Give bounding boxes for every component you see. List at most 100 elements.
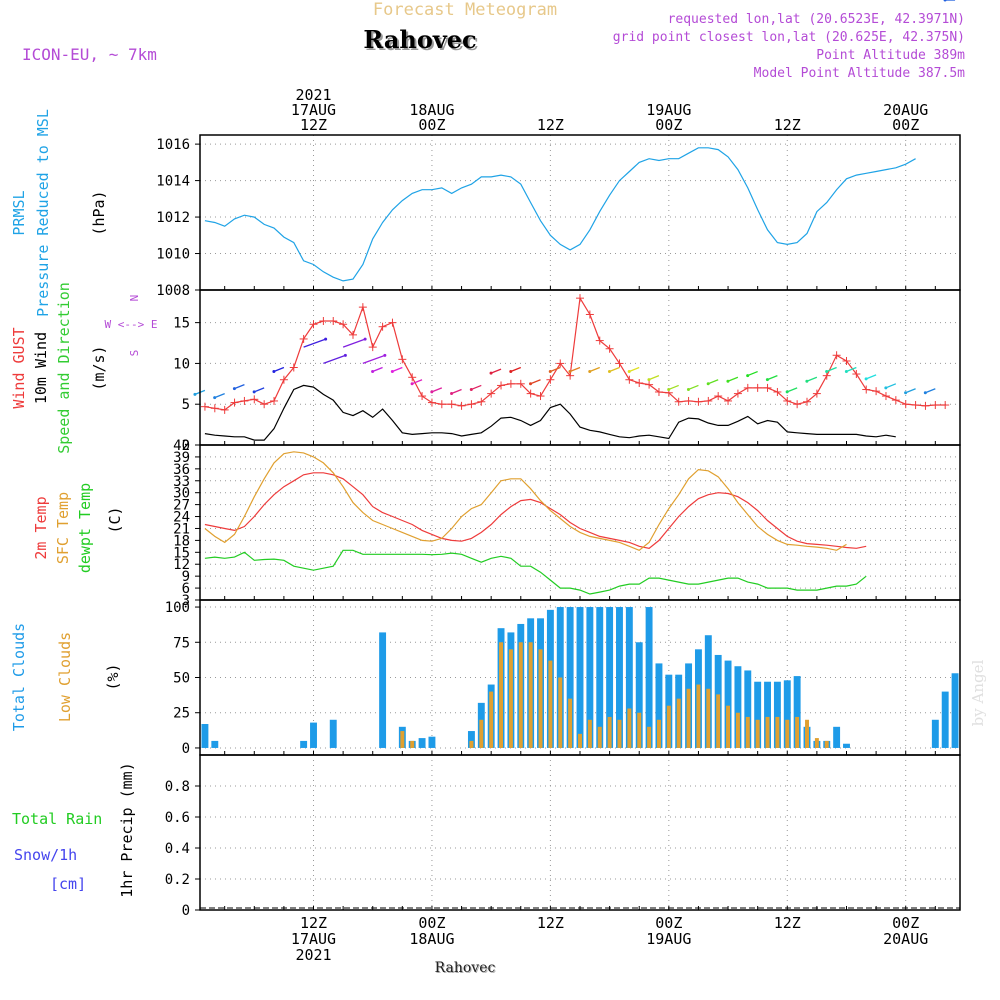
wind-arrow [706,379,719,386]
ytick-label: 12 [173,557,190,573]
wind-arrow [489,368,502,375]
pressure-label-unit: (hPa) [90,190,108,235]
pressure-label-desc: Pressure Reduced to MSL [34,109,52,317]
bar-total-cloud [428,736,436,748]
gust-marker [240,396,249,405]
temp-label-2m: 2m Temp [32,496,50,559]
gust-marker [694,397,703,406]
compass-n: N [128,295,141,302]
ytick-label: 30 [173,486,190,502]
point-altitude: Point Altitude 389m [816,48,965,63]
bar-low-cloud [647,726,652,748]
bar-total-cloud [645,607,653,748]
wind-arrow [303,337,328,348]
cloud-ylabels: Total Clouds Low Clouds (%) [10,623,122,731]
wind-arrow [548,366,561,373]
gust-marker [803,397,812,406]
gust-marker [595,336,604,345]
gust-marker [358,303,367,312]
gust-marker [230,398,239,407]
wind-arrow [362,353,387,365]
bar-total-cloud [201,724,209,748]
compass-s: S [128,350,141,357]
ytick-label: 3 [182,593,190,609]
bar-total-cloud [783,680,791,748]
bar-total-cloud [744,670,752,748]
gust-marker [210,404,219,413]
gust-marker [605,344,614,353]
bar-low-cloud [538,649,543,748]
panel-pressure: 1008 1010 1012 1014 1016 [156,134,961,299]
bar-total-cloud [616,607,623,748]
gust-marker [654,387,663,396]
bar-low-cloud [607,716,612,748]
bar-low-cloud [814,738,819,748]
gust-marker [832,351,841,360]
temp-label-unit: (C) [106,506,124,533]
gust-marker [319,317,328,325]
bar-low-cloud [726,705,731,748]
gust-marker [477,397,486,406]
bar-low-cloud [489,691,494,748]
panel-precip: 0 0.2 0.4 0.6 0.8 [165,754,961,919]
top-time-label: 19AUG [646,101,691,119]
wind-arrow [844,366,857,373]
bar-total-cloud [606,607,614,748]
top-time-label: 00Z [418,116,445,134]
wind-arrow [390,366,403,373]
ytick-label: 1014 [156,174,190,190]
bar-low-cloud [735,712,740,748]
ytick-label: 21 [173,521,190,537]
wind-arrow [323,353,347,365]
bar-low-cloud [578,733,582,748]
precip-label-cm: [cm] [50,875,86,893]
bar-low-cloud [805,719,809,748]
wind-arrow [232,384,245,391]
bottom-time-label: 2021 [295,946,331,964]
bottom-time-label: 17AUG [291,930,336,948]
wind-arrow [342,337,367,348]
bar-total-cloud [625,607,633,748]
gust-marker [625,375,634,384]
ytick-label: 15 [173,545,190,561]
ytick-label: 0 [182,438,190,454]
gust-marker [921,401,930,410]
precip-label-snow: Snow/1h [14,846,77,864]
gust-marker [260,400,269,409]
wind-label-unit: (m/s) [90,345,108,390]
gust-marker [408,373,417,382]
bar-low-cloud [548,660,553,748]
gust-marker [684,396,693,405]
wind-label-10m: 10m Wind [32,332,50,404]
bar-low-cloud [785,719,790,748]
ytick-label: 1010 [156,247,190,263]
ytick-label: 9 [182,569,190,585]
bar-total-cloud [310,722,317,748]
forecast-title: Forecast Meteogram [373,0,557,20]
bar-total-cloud [764,681,771,748]
top-time-label: 00Z [892,116,919,134]
gust-marker [704,396,713,405]
gust-marker [457,401,466,410]
ytick-label: 0.8 [165,779,190,795]
series-sfc-temp [204,451,847,551]
bar-total-cloud [586,607,594,748]
temp-ylabels: 2m Temp SFC Temp dewpt Temp (C) [32,483,124,573]
bar-total-cloud [941,691,949,748]
panel-clouds: 0 25 50 75 100 [165,599,961,757]
bar-low-cloud [558,677,563,748]
wind-arrow [469,384,482,391]
wind-arrow [647,375,660,382]
requested-coords: requested lon,lat (20.6523E, 42.3971N) [668,12,965,27]
bar-low-cloud [676,698,681,748]
gust-marker [724,396,733,405]
ytick-label: 1008 [156,283,190,299]
wind-arrow [607,366,620,373]
ytick-label: 0 [182,741,190,757]
gust-marker [733,389,742,398]
gust-marker [674,397,683,406]
wind-arrow [509,366,522,373]
bar-low-cloud [508,649,513,748]
wind-arrow [904,388,916,395]
